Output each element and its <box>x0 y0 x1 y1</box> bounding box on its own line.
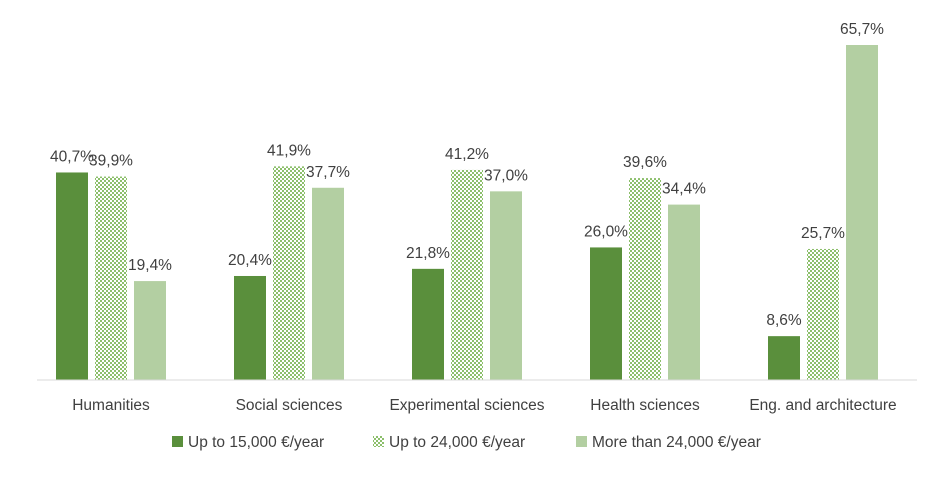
bars-layer <box>56 45 878 380</box>
bar-1-social-sciences <box>234 275 266 380</box>
category-label: Experimental sciences <box>389 397 544 414</box>
data-label: 25,7% <box>801 225 845 242</box>
bar-3-experimental-sciences <box>490 191 522 380</box>
bar-2-humanities <box>95 176 127 380</box>
category-label: Eng. and architecture <box>749 397 896 414</box>
data-label: 39,9% <box>89 153 133 170</box>
bar-1-eng-and-architecture <box>768 336 800 380</box>
bar-2-experimental-sciences <box>451 169 483 380</box>
data-label: 37,7% <box>306 164 350 181</box>
category-labels-layer: Humanities Social sciences Experimental sc… <box>72 397 896 414</box>
category-label: Health sciences <box>590 397 700 414</box>
data-label: 8,6% <box>766 312 802 329</box>
bar-1-health-sciences <box>590 247 622 380</box>
bar-3-humanities <box>134 281 166 380</box>
legend-label-1: Up to 15,000 €/year <box>188 434 324 451</box>
data-label: 19,4% <box>128 257 172 274</box>
data-labels-layer: 40,7%39,9% 19,4% 20,4% 41,9% 37,7% 21,8% 41,2%… <box>50 21 884 329</box>
data-label: 37,0% <box>484 167 528 184</box>
bar-3-social-sciences <box>312 187 344 380</box>
data-label: 41,9% <box>267 142 311 159</box>
legend-swatch-3 <box>576 436 587 447</box>
data-label: 20,4% <box>228 252 272 269</box>
data-label: 39,6% <box>623 154 667 171</box>
data-label: 26,0% <box>584 223 628 240</box>
bar-2-health-sciences <box>629 178 661 380</box>
category-label: Humanities <box>72 397 150 414</box>
category-label: Social sciences <box>236 397 343 414</box>
bar-2-social-sciences <box>273 166 305 380</box>
data-label: 40,7% <box>50 148 94 165</box>
data-label: 34,4% <box>662 181 706 198</box>
bar-3-eng-and-architecture <box>846 45 878 380</box>
legend-swatch-1 <box>172 436 183 447</box>
legend-swatch-2 <box>373 436 384 447</box>
data-label: 41,2% <box>445 146 489 163</box>
data-label: 65,7% <box>840 21 884 38</box>
bar-1-humanities <box>56 172 88 380</box>
legend-label-3: More than 24,000 €/year <box>592 434 761 451</box>
bar-1-experimental-sciences <box>412 268 444 380</box>
legend: Up to 15,000 €/year Up to 24,000 €/year Mo… <box>172 434 761 451</box>
data-label: 21,8% <box>406 245 450 262</box>
legend-label-2: Up to 24,000 €/year <box>389 434 525 451</box>
bar-3-health-sciences <box>668 204 700 380</box>
bar-2-eng-and-architecture <box>807 248 839 380</box>
